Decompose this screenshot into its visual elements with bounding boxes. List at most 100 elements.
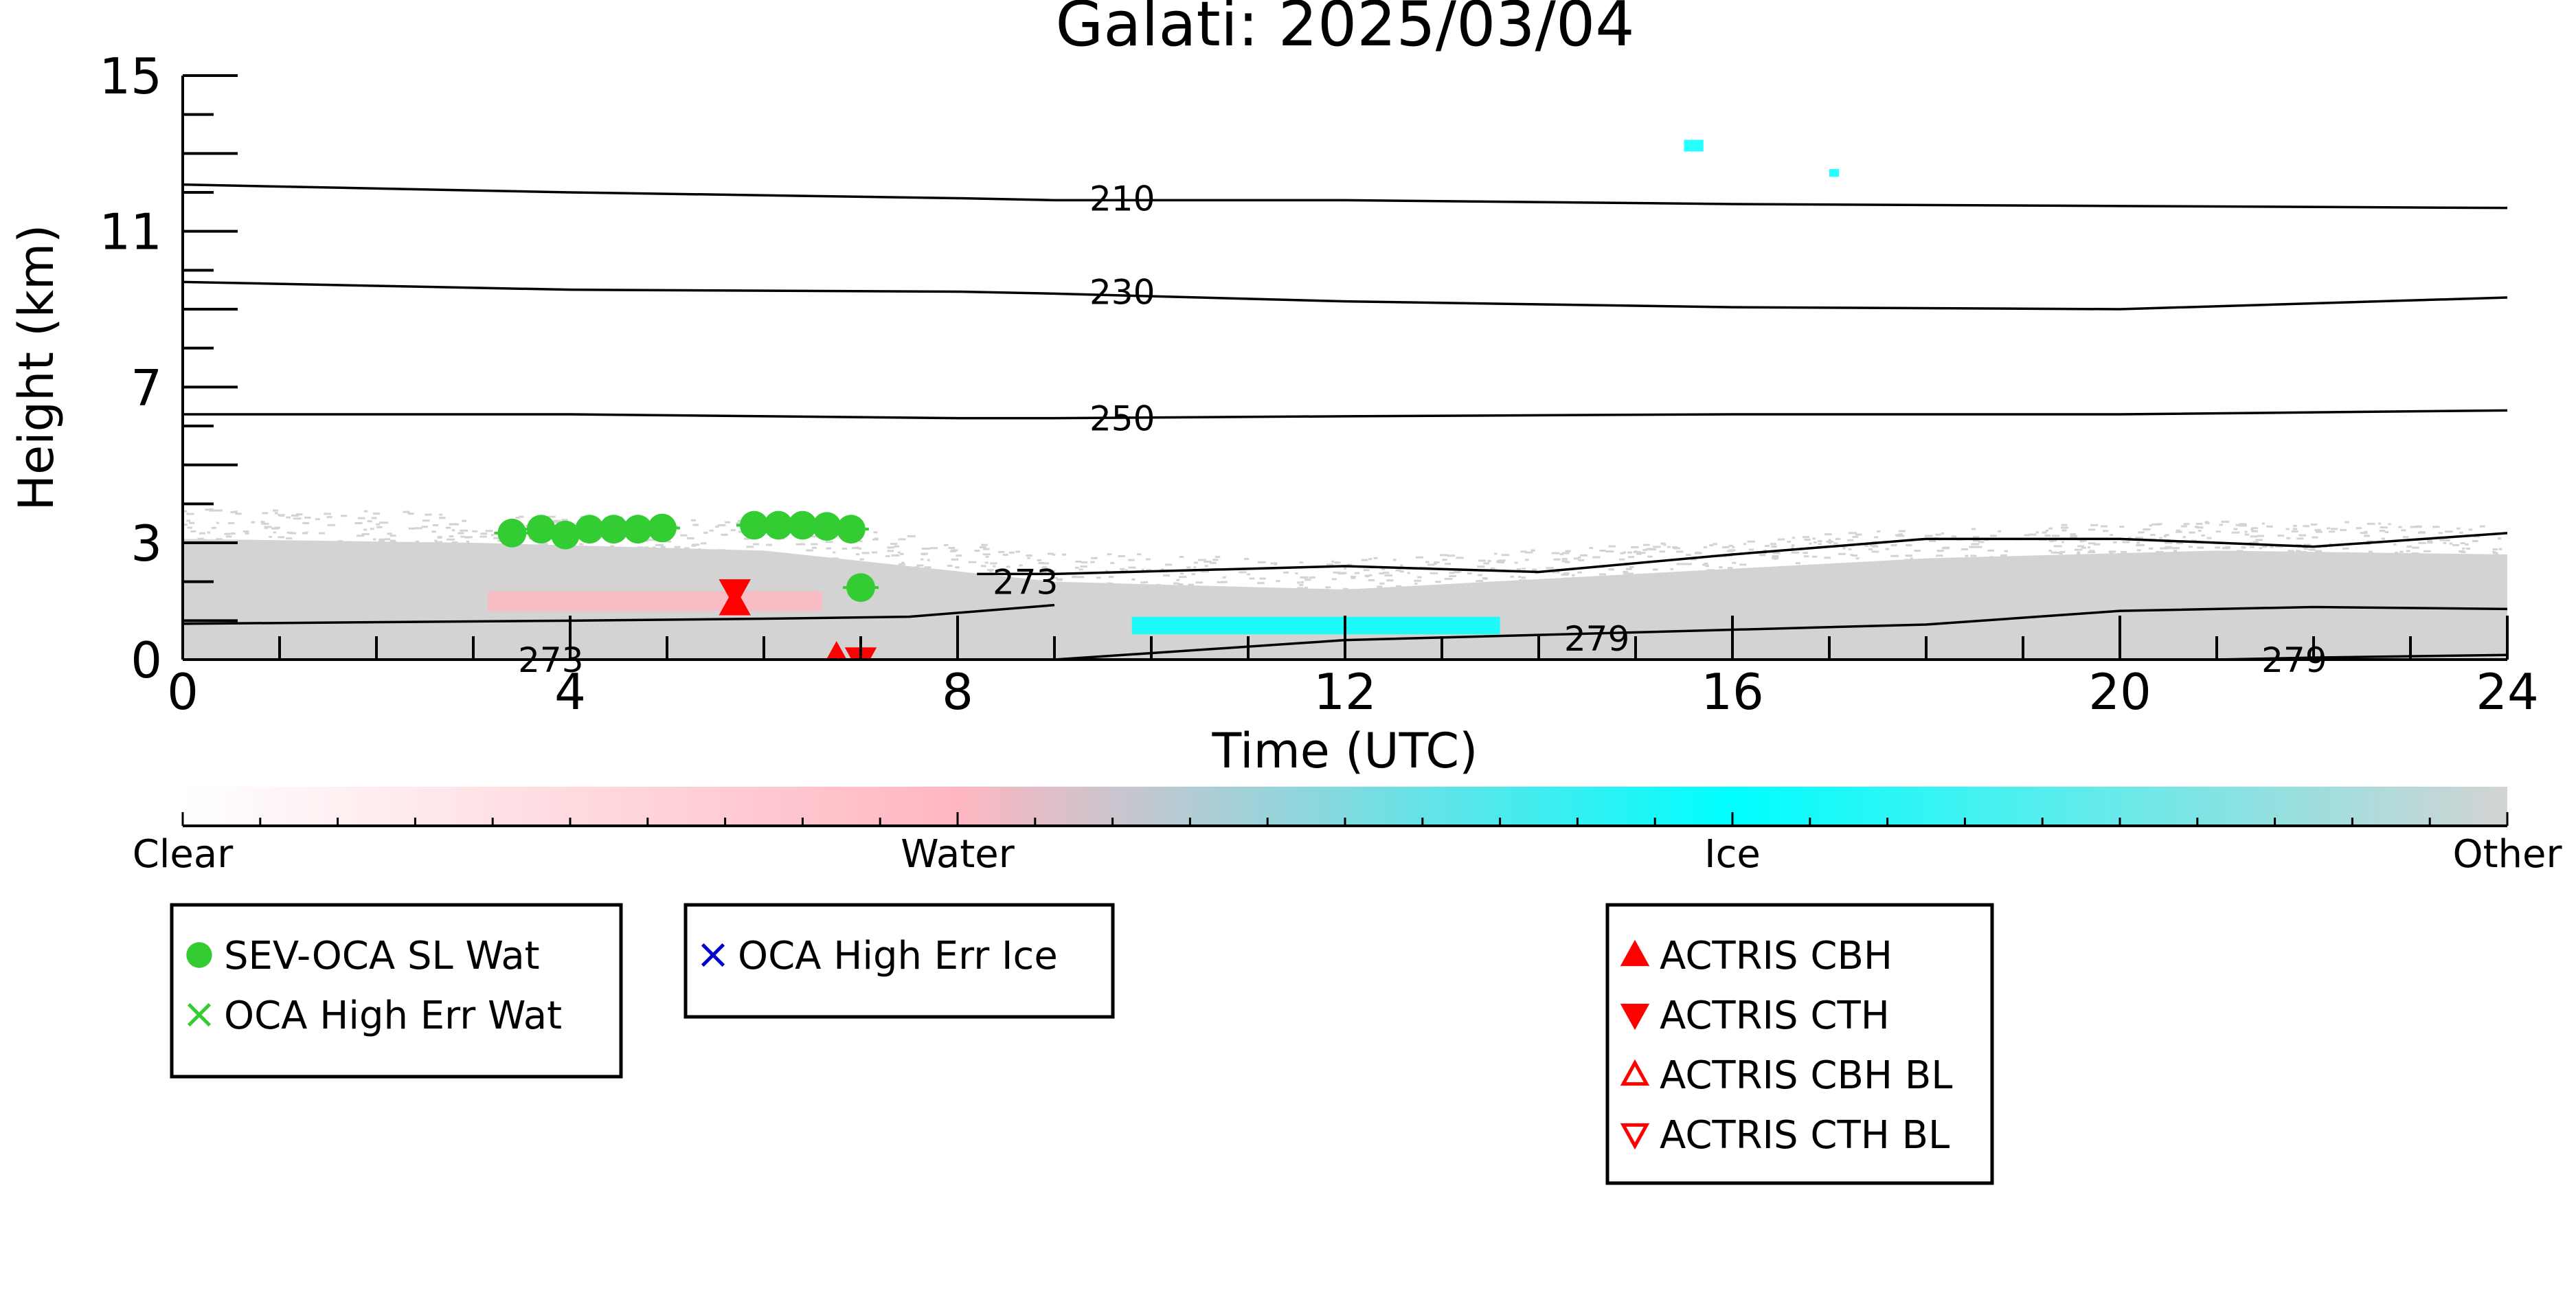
cloud-mask-speck (2286, 537, 2291, 539)
cloud-mask-speck (293, 517, 302, 520)
cloud-mask-speck (1965, 554, 1969, 557)
marker-sev-oca-sl-wat (788, 510, 817, 540)
cloud-mask-speck (1478, 574, 1482, 576)
cloud-mask-speck (324, 513, 332, 515)
cloud-mask-speck (2495, 553, 2499, 556)
cloud-mask-speck (1759, 554, 1766, 557)
cloud-mask-speck (274, 512, 278, 515)
cloud-mask-speck (1495, 581, 1501, 584)
cloud-mask-speck (1572, 574, 1575, 576)
cloud-mask-speck (1852, 535, 1859, 538)
y-tick-label: 11 (99, 203, 162, 261)
cloud-mask-speck (2438, 532, 2443, 535)
cloud-mask-speck (2206, 537, 2212, 539)
cloud-mask-speck (825, 541, 833, 543)
cloud-mask-speck (1898, 533, 1903, 536)
cloud-mask-speck (1828, 539, 1831, 541)
cloud-mask-speck (363, 528, 368, 531)
legend-label: ACTRIS CTH BL (1660, 1113, 1950, 1158)
cloud-mask-speck (1564, 558, 1568, 561)
cloud-mask-speck (1620, 552, 1624, 554)
legend-marker-stroke (701, 943, 725, 967)
cloud-mask-speck (2366, 540, 2374, 543)
cloud-mask-speck (2103, 530, 2109, 532)
cloud-mask-speck (2406, 550, 2410, 552)
cloud-mask-speck (2053, 545, 2062, 548)
cloud-mask-speck (1791, 546, 1794, 549)
cloud-mask-speck (1973, 539, 1980, 542)
cloud-mask-speck (1458, 570, 1462, 573)
cloud-mask-speck (1812, 537, 1816, 540)
cloud-mask-speck (2293, 524, 2297, 527)
cloud-mask-speck (234, 510, 238, 513)
marker-sev-oca-sl-wat (575, 515, 605, 544)
cloud-mask-speck (289, 532, 297, 535)
cloud-mask-speck (2081, 546, 2086, 549)
cloud-mask-speck (1579, 554, 1588, 557)
cloud-mask-speck (2077, 551, 2080, 554)
cloud-mask-speck (361, 532, 370, 535)
cloud-mask-speck (451, 529, 455, 532)
cloud-mask-speck (1695, 551, 1701, 554)
cloud-mask-speck (189, 521, 195, 524)
cloud-mask-speck (2112, 541, 2117, 543)
cloud-mask-speck (833, 551, 836, 554)
cloud-mask-speck (1331, 578, 1337, 581)
cloud-mask-speck (1080, 565, 1087, 568)
cloud-mask-speck (1876, 530, 1881, 532)
cloud-mask-speck (2445, 530, 2453, 533)
cloud-mask-speck (811, 546, 817, 549)
cloud-mask-speck (1935, 533, 1941, 536)
cloud-mask-speck (1851, 554, 1857, 557)
cloud-mask-speck (537, 543, 544, 546)
cloud-mask-speck (752, 543, 759, 546)
cloud-mask-speck (686, 537, 694, 539)
cloud-mask-speck (2312, 536, 2318, 539)
legend-box: OCA High Err Ice (683, 903, 1115, 1019)
cloud-mask-speck (1974, 546, 1982, 548)
plot-area (183, 139, 2507, 660)
cloud-mask-speck (1649, 548, 1656, 551)
cloud-mask-speck (998, 550, 1005, 553)
cloud-mask-speck (190, 530, 196, 532)
legend-marker (701, 943, 725, 967)
cloud-mask-speck (2261, 545, 2268, 548)
cloud-mask-speck (1107, 553, 1112, 556)
cloud-mask-speck (383, 538, 391, 541)
cloud-mask-speck (2314, 529, 2321, 532)
cloud-mask-speck (1978, 541, 1985, 543)
cloud-mask-speck (2384, 530, 2389, 533)
cloud-mask-speck (1037, 559, 1042, 561)
cloud-mask-speck (2345, 521, 2349, 524)
cloud-mask-speck (948, 547, 956, 550)
cloud-mask-speck (278, 536, 284, 539)
cloud-mask-speck (1818, 540, 1822, 543)
cloud-mask-speck (1165, 563, 1173, 566)
cloud-mask-speck (2221, 520, 2230, 523)
cloud-mask-speck (372, 513, 381, 515)
y-tick-label: 0 (131, 631, 162, 689)
cloud-mask-speck (291, 514, 300, 517)
cloud-mask-speck (1379, 582, 1385, 585)
colorbar-label: Other (2452, 832, 2562, 877)
cloud-mask-speck (1477, 565, 1484, 568)
cloud-mask-speck (1179, 556, 1184, 559)
cloud-mask-speck (1299, 561, 1304, 564)
cloud-mask-speck (2236, 550, 2244, 552)
cloud-mask-speck (2138, 543, 2145, 546)
cloud-mask-speck (295, 513, 303, 516)
cloud-mask-speck (1300, 581, 1304, 583)
cloud-mask-speck (2296, 537, 2304, 540)
cloud-mask-speck (2412, 546, 2419, 549)
cloud-mask-speck (465, 536, 471, 539)
cloud-mask-speck (2048, 550, 2052, 552)
cloud-mask-speck (1605, 550, 1614, 553)
cloud-mask-speck (327, 524, 336, 526)
cloud-mask-speck (1561, 552, 1570, 554)
cloud-mask-speck (1747, 540, 1755, 543)
cloud-mask-speck (1128, 566, 1136, 569)
cloud-mask-speck (415, 540, 420, 543)
cloud-mask-speck (1201, 570, 1210, 573)
cloud-mask-speck (1106, 582, 1113, 585)
